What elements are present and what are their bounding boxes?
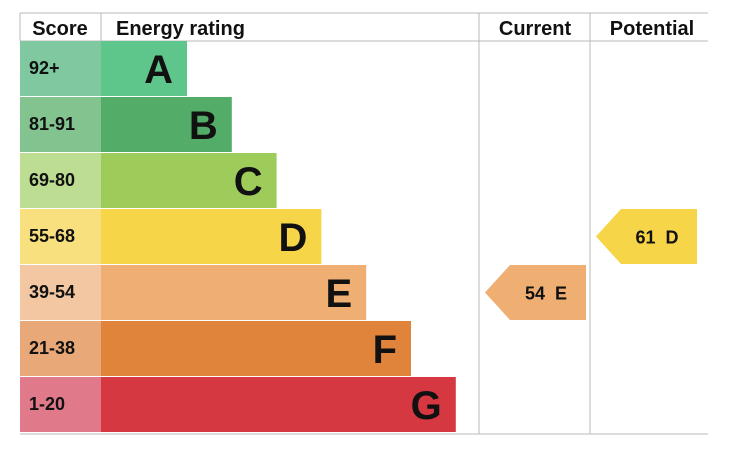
score-label-c: 69-80 — [29, 170, 75, 190]
score-label-f: 21-38 — [29, 338, 75, 358]
score-cell-b — [20, 97, 101, 152]
rating-bar-d — [101, 209, 322, 264]
score-label-d: 55-68 — [29, 226, 75, 246]
rating-letter-d: D — [279, 216, 308, 260]
rating-bar-f — [101, 321, 411, 376]
rating-letter-c: C — [234, 160, 263, 204]
score-label-g: 1-20 — [29, 394, 65, 414]
current-rating-arrow — [485, 265, 586, 320]
score-cell-e — [20, 265, 101, 320]
rating-bar-g — [101, 377, 456, 432]
score-cell-c — [20, 153, 101, 208]
header-current: Current — [499, 18, 572, 40]
rating-letter-b: B — [189, 104, 218, 148]
rating-letter-g: G — [411, 384, 442, 428]
rating-indicators: 54 E 61 D — [485, 209, 697, 320]
score-cell-f — [20, 321, 101, 376]
rating-letter-f: F — [373, 328, 397, 372]
current-rating-label: 54 E — [525, 284, 567, 304]
header-energy-rating: Energy rating — [116, 18, 245, 40]
header-score: Score — [32, 18, 88, 40]
score-label-e: 39-54 — [29, 282, 75, 302]
rating-bar-b — [101, 97, 232, 152]
rating-letter-e: E — [326, 272, 353, 316]
potential-rating-label: 61 D — [635, 228, 678, 248]
header-potential: Potential — [610, 18, 694, 40]
score-cell-d — [20, 209, 101, 264]
rating-bar-c — [101, 153, 277, 208]
score-label-a: 92+ — [29, 58, 60, 78]
potential-rating-arrow — [596, 209, 697, 264]
rating-bar-a — [101, 41, 187, 96]
score-cell-g — [20, 377, 101, 432]
rating-letter-a: A — [144, 48, 173, 92]
score-label-b: 81-91 — [29, 114, 75, 134]
rating-bar-e — [101, 265, 367, 320]
rating-bands: 92+ A 81-91 B 69-80 C 55-68 D 39-54 E 21-38 F 1-20 G — [20, 41, 456, 432]
score-cell-a — [20, 41, 101, 96]
